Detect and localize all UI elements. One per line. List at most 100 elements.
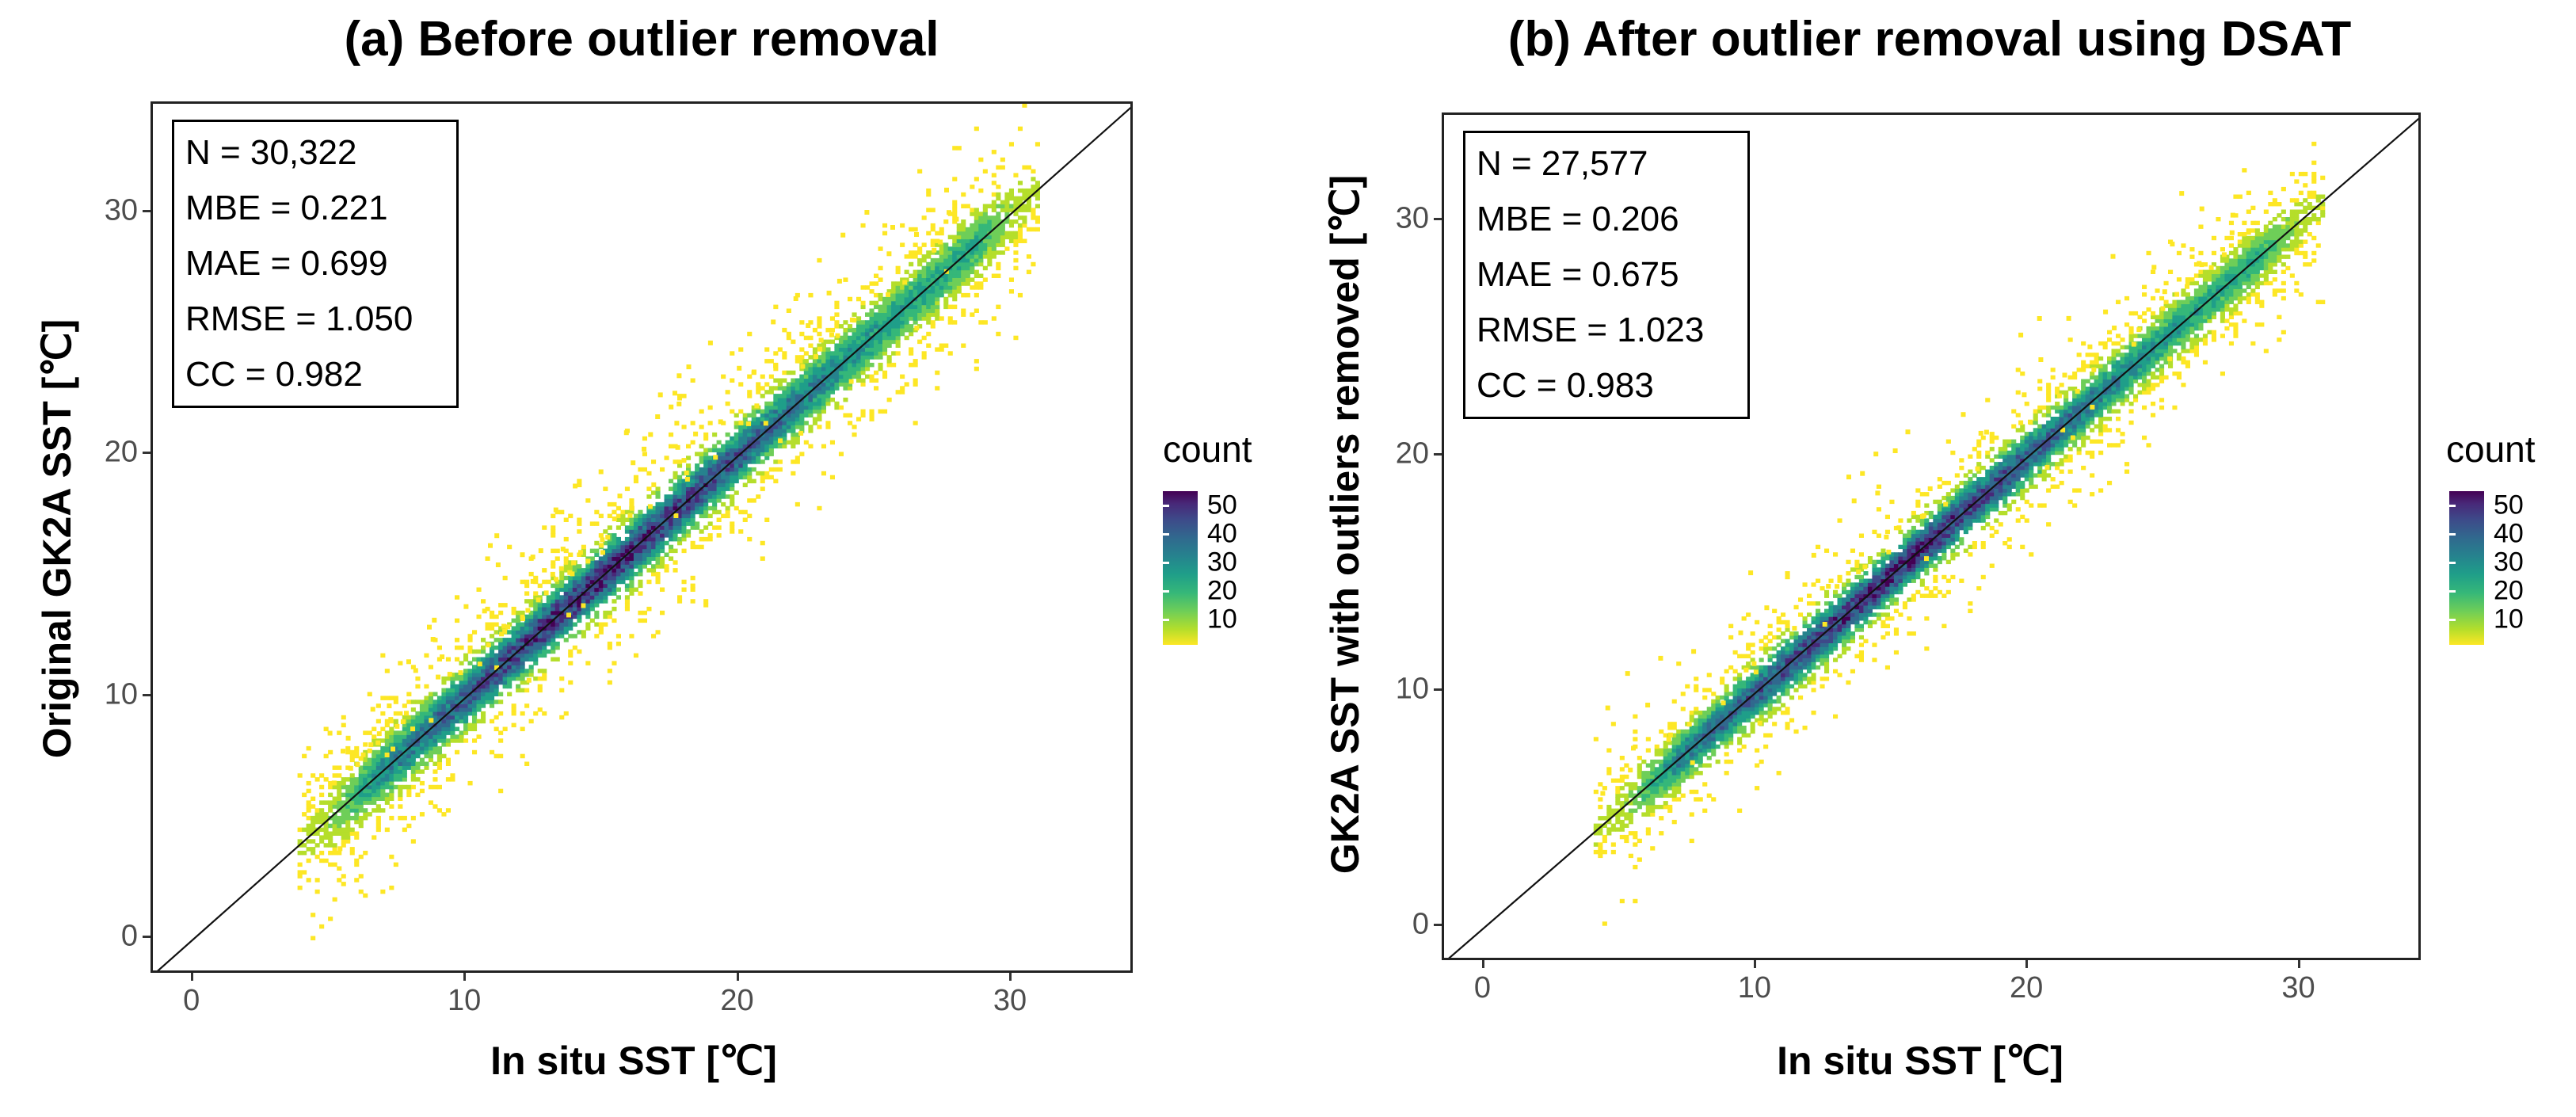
density-cell: [1663, 793, 1668, 798]
density-cell: [751, 432, 756, 437]
density-cell: [1763, 673, 1769, 677]
density-cell: [1676, 733, 1682, 738]
density-cell: [419, 761, 425, 766]
density-cell: [734, 425, 739, 429]
density-cell: [895, 327, 901, 333]
density-cell: [699, 444, 704, 449]
density-cell: [681, 490, 687, 495]
density-cell: [1715, 726, 1721, 730]
density-cell: [1863, 601, 1869, 606]
density-cell: [1728, 703, 1734, 707]
density-cell: [1807, 646, 1812, 651]
density-cell: [791, 425, 796, 429]
density-cell: [1884, 604, 1890, 610]
density-cell: [646, 544, 652, 550]
density-cell: [939, 265, 944, 271]
density-cell: [1732, 692, 1738, 696]
density-cell: [585, 571, 591, 577]
density-cell: [1728, 635, 1734, 640]
density-cell: [620, 564, 626, 569]
density-cell: [913, 378, 918, 383]
density-cell: [337, 878, 342, 883]
density-cell: [406, 792, 412, 798]
outlier-cell: [355, 762, 360, 768]
density-cell: [1017, 227, 1023, 232]
density-cell: [393, 765, 398, 770]
density-cell: [725, 467, 730, 472]
density-cell: [410, 839, 416, 844]
density-cell: [455, 700, 460, 704]
density-cell: [524, 599, 530, 604]
density-cell: [1017, 223, 1023, 228]
density-cell: [415, 777, 421, 782]
density-cell: [607, 548, 612, 554]
density-cell: [1715, 718, 1721, 722]
density-cell: [1637, 804, 1642, 810]
density-cell: [930, 227, 936, 232]
density-cell: [795, 425, 800, 429]
density-cell: [568, 513, 574, 519]
density-cell: [782, 351, 787, 356]
density-cell: [436, 765, 442, 770]
density-cell: [1676, 767, 1682, 772]
density-cell: [615, 544, 621, 550]
density-cell: [1715, 711, 1721, 715]
density-cell: [952, 208, 958, 212]
density-cell: [1811, 639, 1816, 643]
density-cell: [389, 769, 394, 774]
density-cell: [707, 521, 713, 526]
density-cell: [607, 544, 612, 550]
density-cell: [629, 525, 634, 530]
density-cell: [1606, 819, 1612, 825]
density-cell: [1915, 537, 1921, 542]
density-cell: [372, 788, 377, 794]
density-cell: [768, 429, 774, 433]
density-cell: [581, 634, 586, 639]
density-cell: [1858, 635, 1864, 640]
outlier-cell: [520, 552, 525, 558]
density-cell: [537, 595, 543, 600]
density-cell: [577, 599, 582, 604]
density-cell: [768, 390, 774, 395]
density-cell: [1789, 677, 1795, 681]
density-cell: [1928, 529, 1934, 535]
density-cell: [1850, 639, 1855, 643]
density-cell: [891, 324, 897, 329]
density-cell: [463, 730, 469, 735]
density-cell: [869, 289, 875, 294]
density-cell: [507, 684, 513, 689]
density-cell: [1772, 684, 1778, 689]
density-cell: [987, 215, 993, 220]
density-cell: [1924, 563, 1930, 568]
density-cell: [585, 583, 591, 589]
density-cell: [996, 196, 1001, 201]
density-cell: [354, 745, 360, 751]
density-cell: [1942, 541, 1947, 546]
density-cell: [624, 595, 630, 600]
density-cell: [1702, 695, 1708, 700]
density-cell: [716, 482, 722, 487]
density-cell: [323, 815, 329, 821]
outlier-cell: [458, 670, 463, 676]
density-cell: [1772, 635, 1778, 640]
density-cell: [1915, 574, 1921, 580]
density-cell: [838, 378, 844, 383]
density-cell: [803, 351, 809, 356]
density-cell: [1706, 722, 1712, 726]
density-cell: [542, 606, 547, 612]
density-cell: [852, 374, 857, 379]
density-cell: [642, 564, 647, 569]
density-cell: [829, 378, 835, 383]
density-cell: [664, 521, 669, 526]
density-cell: [380, 738, 386, 743]
density-cell: [1013, 250, 1019, 255]
density-cell: [878, 409, 883, 414]
density-cell: [520, 622, 525, 627]
density-cell: [795, 417, 800, 421]
density-cell: [537, 669, 543, 673]
density-cell: [817, 366, 822, 372]
density-cell: [1858, 567, 1864, 572]
density-cell: [612, 501, 617, 507]
density-cell: [398, 749, 403, 755]
density-cell: [372, 773, 377, 778]
